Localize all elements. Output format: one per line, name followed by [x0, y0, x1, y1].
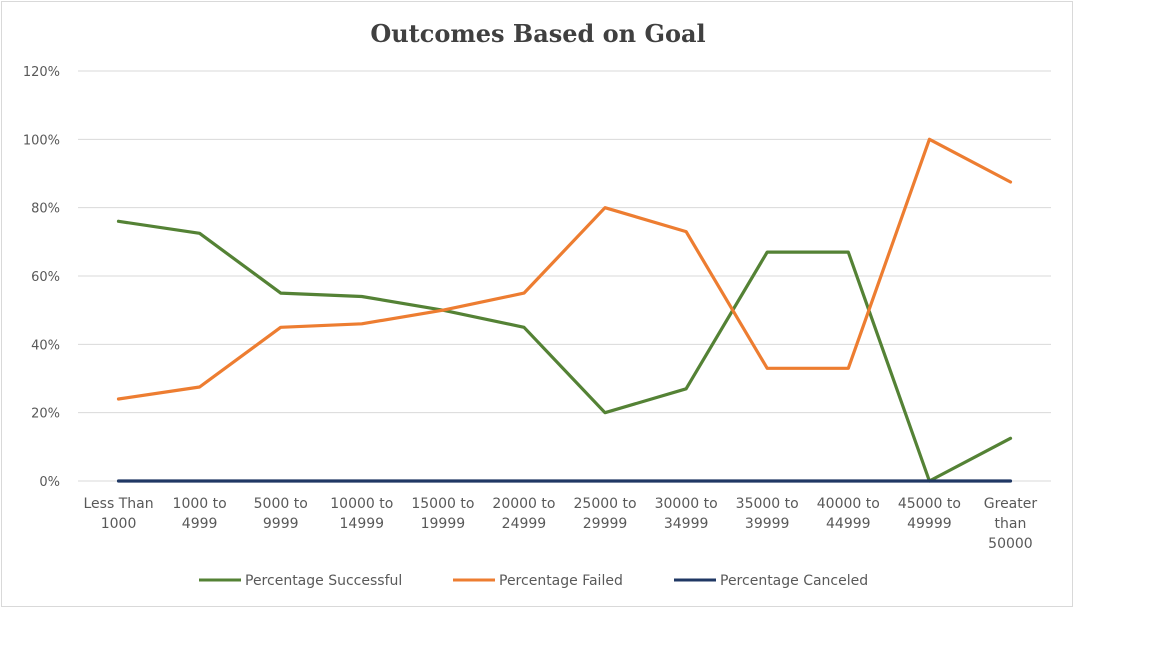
legend-label: Percentage Successful [245, 573, 402, 589]
gridlines [78, 70, 1051, 482]
x-tick-label: Less Than 1000 [83, 496, 153, 532]
x-tick-label: 25000 to 29999 [574, 496, 637, 532]
x-tick-label: Greater than 50000 [984, 496, 1038, 552]
line-chart: Outcomes Based on Goal 0% 20% 40% 60% 80% 100… [23, 19, 1051, 589]
y-axis-ticks: 0% 20% 40% 60% 80% 100% 120% [23, 65, 60, 490]
y-tick-label: 0% [39, 475, 60, 490]
legend: Percentage Successful Percentage Failed Pe… [199, 573, 868, 589]
series-line-percentage-successful [116, 219, 1013, 483]
x-tick-label: 45000 to 49999 [898, 496, 961, 532]
x-tick-label: 1000 to 4999 [173, 496, 227, 532]
y-tick-label: 80% [31, 202, 60, 217]
x-tick-label: 30000 to 34999 [655, 496, 718, 532]
y-tick-label: 40% [31, 338, 60, 353]
y-tick-label: 20% [31, 407, 60, 422]
series-lines [116, 137, 1013, 483]
x-tick-label: 15000 to 19999 [411, 496, 474, 532]
chart-title: Outcomes Based on Goal [370, 19, 705, 48]
y-tick-label: 100% [23, 133, 60, 148]
legend-label: Percentage Canceled [720, 573, 868, 589]
x-tick-label: 40000 to 44999 [817, 496, 880, 532]
x-tick-label: 35000 to 39999 [736, 496, 799, 532]
x-tick-label: 20000 to 24999 [492, 496, 555, 532]
y-tick-label: 60% [31, 270, 60, 285]
legend-label: Percentage Failed [499, 573, 623, 589]
series-line-percentage-failed [116, 137, 1013, 401]
x-tick-label: 5000 to 9999 [254, 496, 308, 532]
x-axis-ticks: Less Than 1000 1000 to 4999 5000 to 9999 10000… [83, 496, 1037, 552]
y-tick-label: 120% [23, 65, 60, 80]
x-tick-label: 10000 to 14999 [330, 496, 393, 532]
chart-area: Outcomes Based on Goal 0% 20% 40% 60% 80% 100… [1, 1, 1073, 607]
